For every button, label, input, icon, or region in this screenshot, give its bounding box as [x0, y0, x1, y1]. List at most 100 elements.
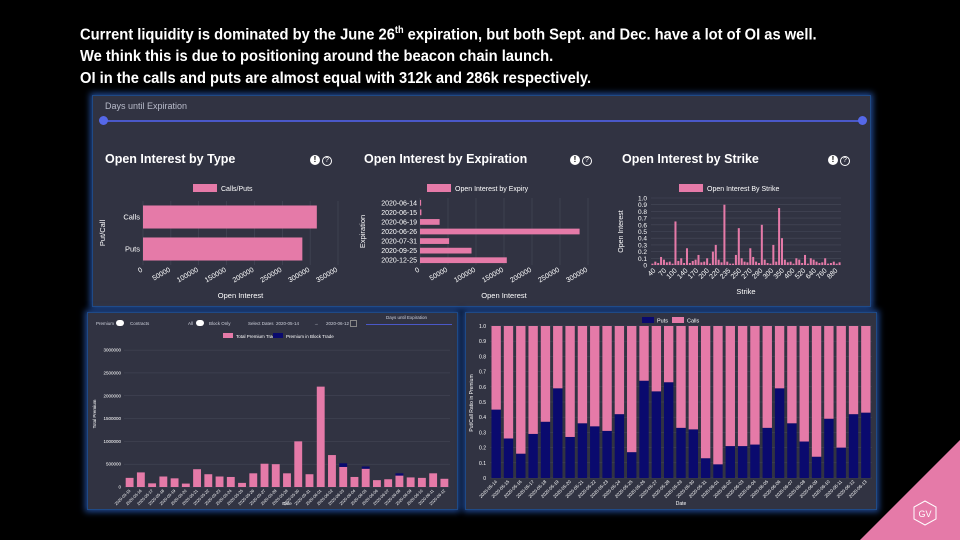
y-tick-label: Puts	[125, 245, 140, 254]
bar-puts	[590, 426, 600, 478]
bl-days-slider-track[interactable]	[366, 324, 452, 325]
bar	[806, 263, 809, 265]
bar-calls	[503, 326, 514, 439]
bar	[420, 247, 472, 254]
date-to-input[interactable]: 2020-06-12	[326, 321, 350, 326]
date-from-input[interactable]: 2020-05-14	[276, 321, 300, 326]
bar	[757, 262, 760, 265]
bar	[783, 259, 786, 265]
bar	[729, 263, 732, 265]
help-question-icon[interactable]: ?	[322, 156, 332, 166]
bar-block	[395, 473, 404, 476]
y-tick-label: 0.8	[638, 209, 647, 216]
bar	[657, 262, 660, 265]
bar	[170, 478, 179, 487]
y-tick-label: 0	[118, 485, 121, 490]
y-tick-label: 0.2	[638, 249, 647, 256]
help-question-icon[interactable]: ?	[840, 156, 850, 166]
y-tick-label: 500000	[106, 462, 122, 467]
bar	[720, 262, 723, 265]
bar	[832, 261, 835, 265]
x-tick-label: 250000	[260, 267, 284, 285]
y-tick-label: 2500000	[103, 370, 121, 375]
bar-calls	[614, 326, 625, 415]
bar-calls	[688, 326, 699, 430]
oi-by-type-title: Open Interest by Type	[105, 152, 236, 166]
legend-label: Premium in Block Trade	[286, 334, 334, 339]
bar	[786, 262, 789, 265]
svg-text:GV: GV	[918, 509, 931, 519]
bar	[815, 261, 818, 265]
x-axis-label: Date	[676, 501, 687, 507]
help-question-icon[interactable]: ?	[582, 156, 592, 166]
x-tick-label: 0	[414, 267, 421, 275]
x-axis-label: Strike	[736, 287, 755, 296]
bar	[372, 480, 381, 487]
date-range-arrow: →	[314, 321, 319, 326]
bar	[328, 455, 336, 487]
bar-calls	[848, 326, 859, 415]
top-dashboard-panel: Days until Expiration Open Interest by T…	[92, 95, 871, 307]
chart-put-call-ratio: Puts Calls 0 0.1 0.2 0.3 0.4 0.5 0.6 0.7 0.8 0.9 1.0…	[469, 317, 872, 507]
y-tick-label: 0.1	[479, 461, 486, 467]
bar	[668, 261, 671, 265]
bar	[691, 260, 694, 265]
days-slider-track[interactable]	[103, 120, 863, 122]
bar-calls	[737, 326, 748, 447]
oi-by-expiration-title: Open Interest by Expiration	[364, 152, 528, 166]
premium-contracts-toggle[interactable]	[116, 320, 124, 326]
bar	[838, 262, 841, 265]
headline-line-1-sup: th	[394, 25, 404, 36]
x-tick-label: 150000	[204, 267, 228, 285]
x-axis-label: Open Interest	[218, 291, 264, 300]
bar	[420, 228, 580, 235]
all-block-toggle[interactable]	[196, 320, 204, 326]
bar-puts	[553, 388, 563, 478]
bar	[792, 263, 795, 265]
bar	[801, 262, 804, 265]
bar	[193, 469, 202, 487]
x-tick-label: 50000	[429, 267, 449, 283]
bar-puts	[663, 382, 674, 478]
bar	[827, 263, 830, 265]
bar	[804, 254, 807, 265]
y-tick-label: 1.0	[638, 196, 647, 203]
bar	[775, 261, 778, 265]
bar-calls	[627, 326, 637, 453]
bar	[798, 259, 801, 265]
bar-calls	[528, 326, 538, 434]
legend-swatch	[223, 333, 233, 338]
y-axis-label: Put/Call Ratio in Premium	[469, 374, 475, 431]
bar	[697, 254, 700, 265]
bar	[249, 473, 258, 487]
bar	[665, 262, 668, 265]
bar	[651, 263, 654, 265]
bar	[700, 262, 703, 265]
days-slider-handle-max[interactable]	[858, 116, 867, 125]
bar-puts	[799, 441, 809, 478]
corner-triangle	[860, 440, 960, 540]
x-tick-label: 200000	[232, 267, 256, 285]
bar	[271, 464, 280, 487]
info-exclamation-icon[interactable]: !	[310, 155, 320, 165]
calendar-icon[interactable]	[350, 320, 357, 327]
chart-total-premium-traded: Total Premium Traded Premium in Block Tra…	[92, 333, 450, 506]
bar	[769, 263, 772, 265]
info-exclamation-icon[interactable]: !	[828, 155, 838, 165]
bar-calls	[663, 326, 674, 383]
info-exclamation-icon[interactable]: !	[570, 155, 580, 165]
bar	[417, 477, 426, 487]
bar-calls	[824, 326, 834, 419]
days-slider-handle-min[interactable]	[99, 116, 108, 125]
bar-calls	[811, 326, 822, 457]
all-toggle-label: All	[188, 321, 194, 326]
bar	[238, 482, 246, 487]
y-tick-label: 3000000	[103, 348, 121, 353]
bar	[181, 483, 190, 487]
put-call-ratio-panel: Puts Calls 0 0.1 0.2 0.3 0.4 0.5 0.6 0.7 0.8 0.9 1.0…	[465, 312, 877, 510]
y-tick-label: 2020-06-15	[381, 210, 417, 217]
bar	[821, 262, 824, 265]
bar-calls	[861, 326, 871, 413]
chart-oi-by-strike: Open Interest By Strike00.10.20.30.40.50…	[618, 184, 841, 296]
bar	[746, 262, 749, 265]
